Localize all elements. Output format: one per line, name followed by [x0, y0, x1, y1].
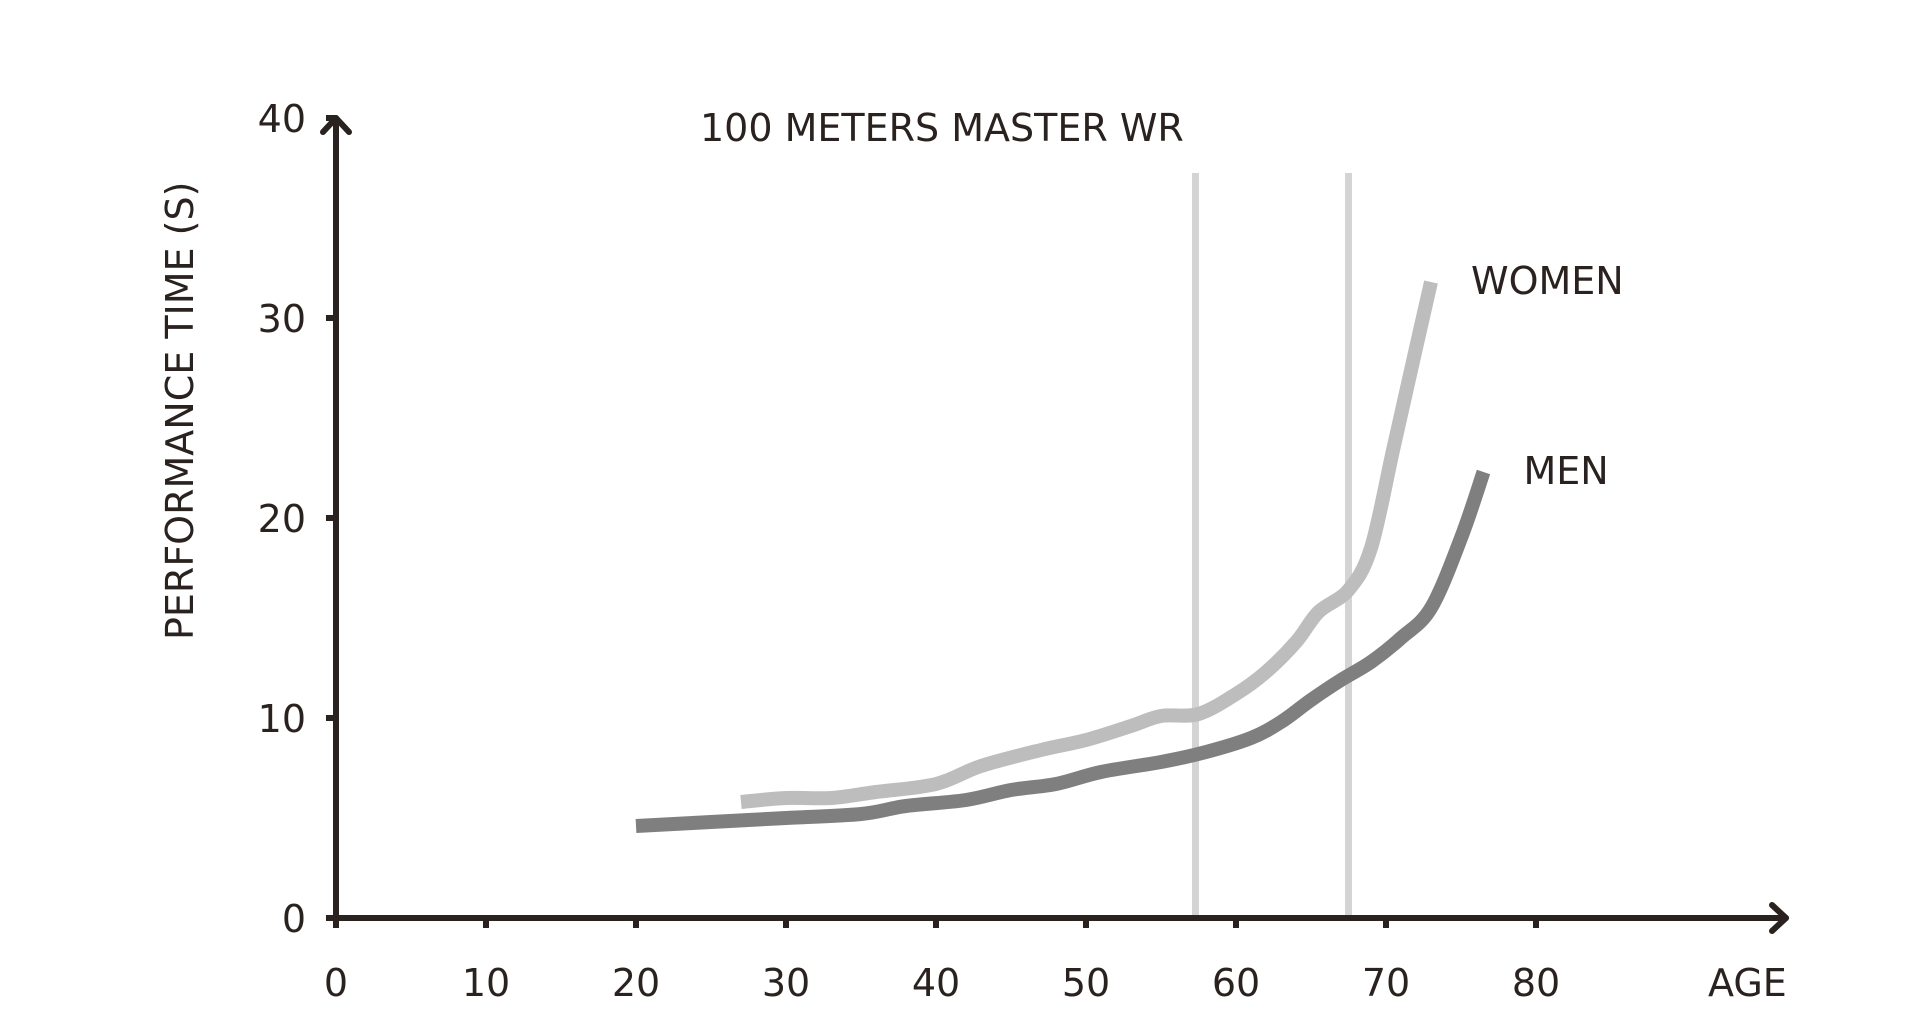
chart-title: 100 METERS MASTER WR	[700, 106, 1184, 150]
x-axis-arrow	[1769, 902, 1789, 934]
y-tick-label: 0	[282, 897, 306, 941]
series-line-women	[740, 280, 1438, 809]
series-label-women: WOMEN	[1471, 259, 1624, 303]
x-tick-label: 50	[1062, 961, 1110, 1005]
x-tick-label: 40	[912, 961, 960, 1005]
reference-lines	[1192, 173, 1352, 916]
axes	[320, 115, 1789, 934]
x-tick-label: 80	[1512, 961, 1560, 1005]
y-tick-label: 10	[258, 697, 306, 741]
ticks: 0 10 20 30 40 50 60 70 80 0 10 20 30 40	[258, 97, 1561, 1005]
series-label-men: MEN	[1524, 449, 1609, 493]
y-tick-label: 20	[258, 497, 306, 541]
x-tick-label: 70	[1362, 961, 1410, 1005]
x-tick-label: 60	[1212, 961, 1260, 1005]
x-tick-label: 0	[324, 961, 348, 1005]
x-tick-label: 20	[612, 961, 660, 1005]
x-tick-label: 30	[762, 961, 810, 1005]
x-axis-label: AGE	[1708, 961, 1787, 1005]
series-line-men	[635, 469, 1491, 833]
y-tick-label: 30	[258, 297, 306, 341]
x-tick-label: 10	[462, 961, 510, 1005]
y-axis-label: PERFORMANCE TIME (S)	[158, 182, 202, 640]
series-layer: WOMEN MEN	[635, 259, 1624, 833]
y-tick-label: 40	[258, 97, 306, 141]
